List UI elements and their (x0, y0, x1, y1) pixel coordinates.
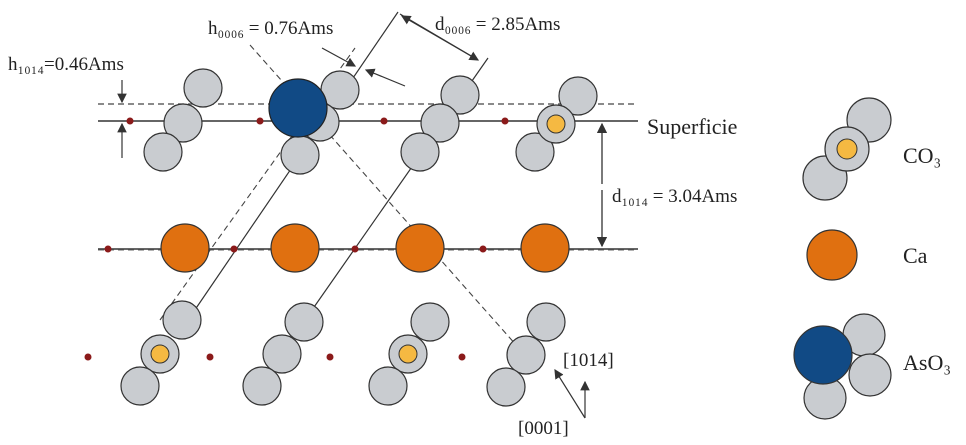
d0006-arrow (400, 15, 479, 61)
co3-group (242, 302, 324, 406)
co3-group (368, 302, 450, 406)
co3-group (400, 75, 480, 172)
diagonal-dashed-line (159, 47, 356, 321)
aso3-atom (268, 78, 328, 138)
co3-group (515, 76, 598, 172)
legend-co3-label: CO₃ (903, 143, 941, 168)
co3-group (120, 300, 202, 406)
h0006-label: h₀₀₀₆ = 0.76Ams (208, 18, 333, 39)
legend-ca-label: Ca (903, 243, 928, 268)
h0006-arrow (321, 47, 357, 67)
direction-0001-label: [0001] (518, 418, 569, 439)
co3-group (143, 68, 223, 172)
h0006-arrow (364, 68, 406, 87)
surface-dots (84, 117, 509, 361)
legend-co3-icon (802, 97, 892, 201)
co3-group (486, 302, 566, 407)
legend-aso3-icon (793, 313, 892, 420)
d0006-label: d₀₀₀₆ = 2.85Ams (435, 14, 560, 35)
direction-1014-label: [1014] (563, 350, 614, 371)
surface-label: Superficie (647, 114, 737, 139)
direction-arrow-1014 (554, 368, 586, 419)
legend: CO₃ Ca AsO₃ (793, 97, 951, 420)
diagonal-dashed-line (249, 44, 526, 356)
legend-ca-icon (806, 229, 858, 281)
d1014-label: d₁₀₁₄ = 3.04Ams (612, 186, 737, 207)
ca-row (160, 223, 570, 273)
h1014-label: h₁₀₁₄=0.46Ams (8, 54, 124, 75)
legend-aso3-label: AsO₃ (903, 350, 951, 375)
